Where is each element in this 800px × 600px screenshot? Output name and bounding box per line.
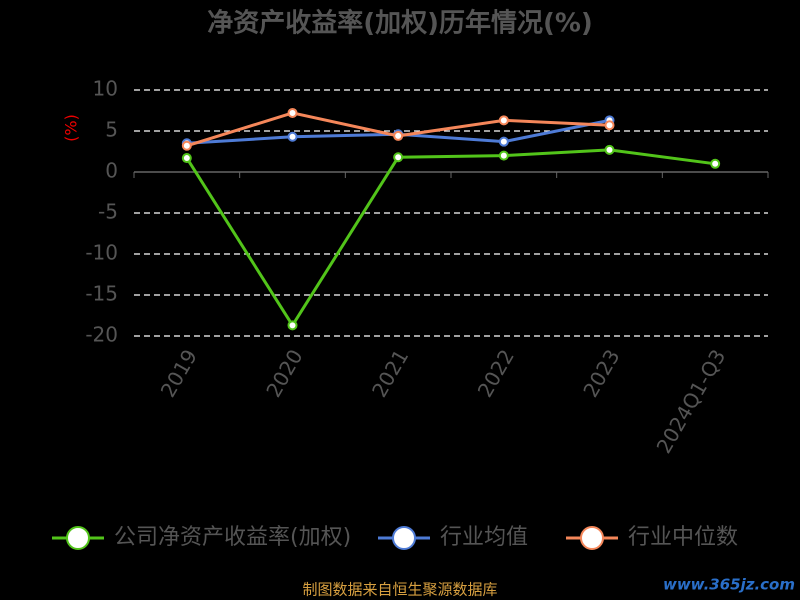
chart-title: 净资产收益率(加权)历年情况(%)	[207, 8, 593, 39]
y-tick-label: -15	[85, 282, 118, 306]
legend-marker	[580, 526, 604, 550]
legend-marker	[392, 526, 416, 550]
y-tick-label: -20	[85, 323, 118, 347]
data-point	[393, 152, 404, 163]
data-point	[181, 140, 192, 151]
data-point	[287, 107, 298, 118]
y-tick-label: -10	[85, 241, 118, 265]
source-note: 制图数据来自恒生聚源数据库	[302, 581, 497, 599]
watermark: www.365jz.com	[663, 576, 795, 594]
legend-label: 行业中位数	[628, 525, 738, 550]
series-line	[185, 148, 716, 329]
y-tick-label: 10	[93, 77, 118, 101]
data-point	[287, 131, 298, 142]
data-point	[604, 144, 615, 155]
data-point	[498, 136, 509, 147]
data-point	[393, 130, 404, 141]
data-point	[498, 150, 509, 161]
data-point	[181, 153, 192, 164]
data-point	[604, 120, 615, 131]
data-point	[498, 115, 509, 126]
y-axis-label: (%)	[62, 114, 81, 142]
y-tick-label: -5	[98, 200, 118, 224]
legend-marker	[66, 526, 90, 550]
legend-label: 公司净资产收益率(加权)	[114, 525, 351, 550]
legend-label: 行业均值	[440, 525, 528, 550]
data-point	[710, 158, 721, 169]
y-tick-label: 0	[105, 159, 118, 183]
data-point	[287, 320, 298, 331]
y-tick-label: 5	[105, 118, 118, 142]
